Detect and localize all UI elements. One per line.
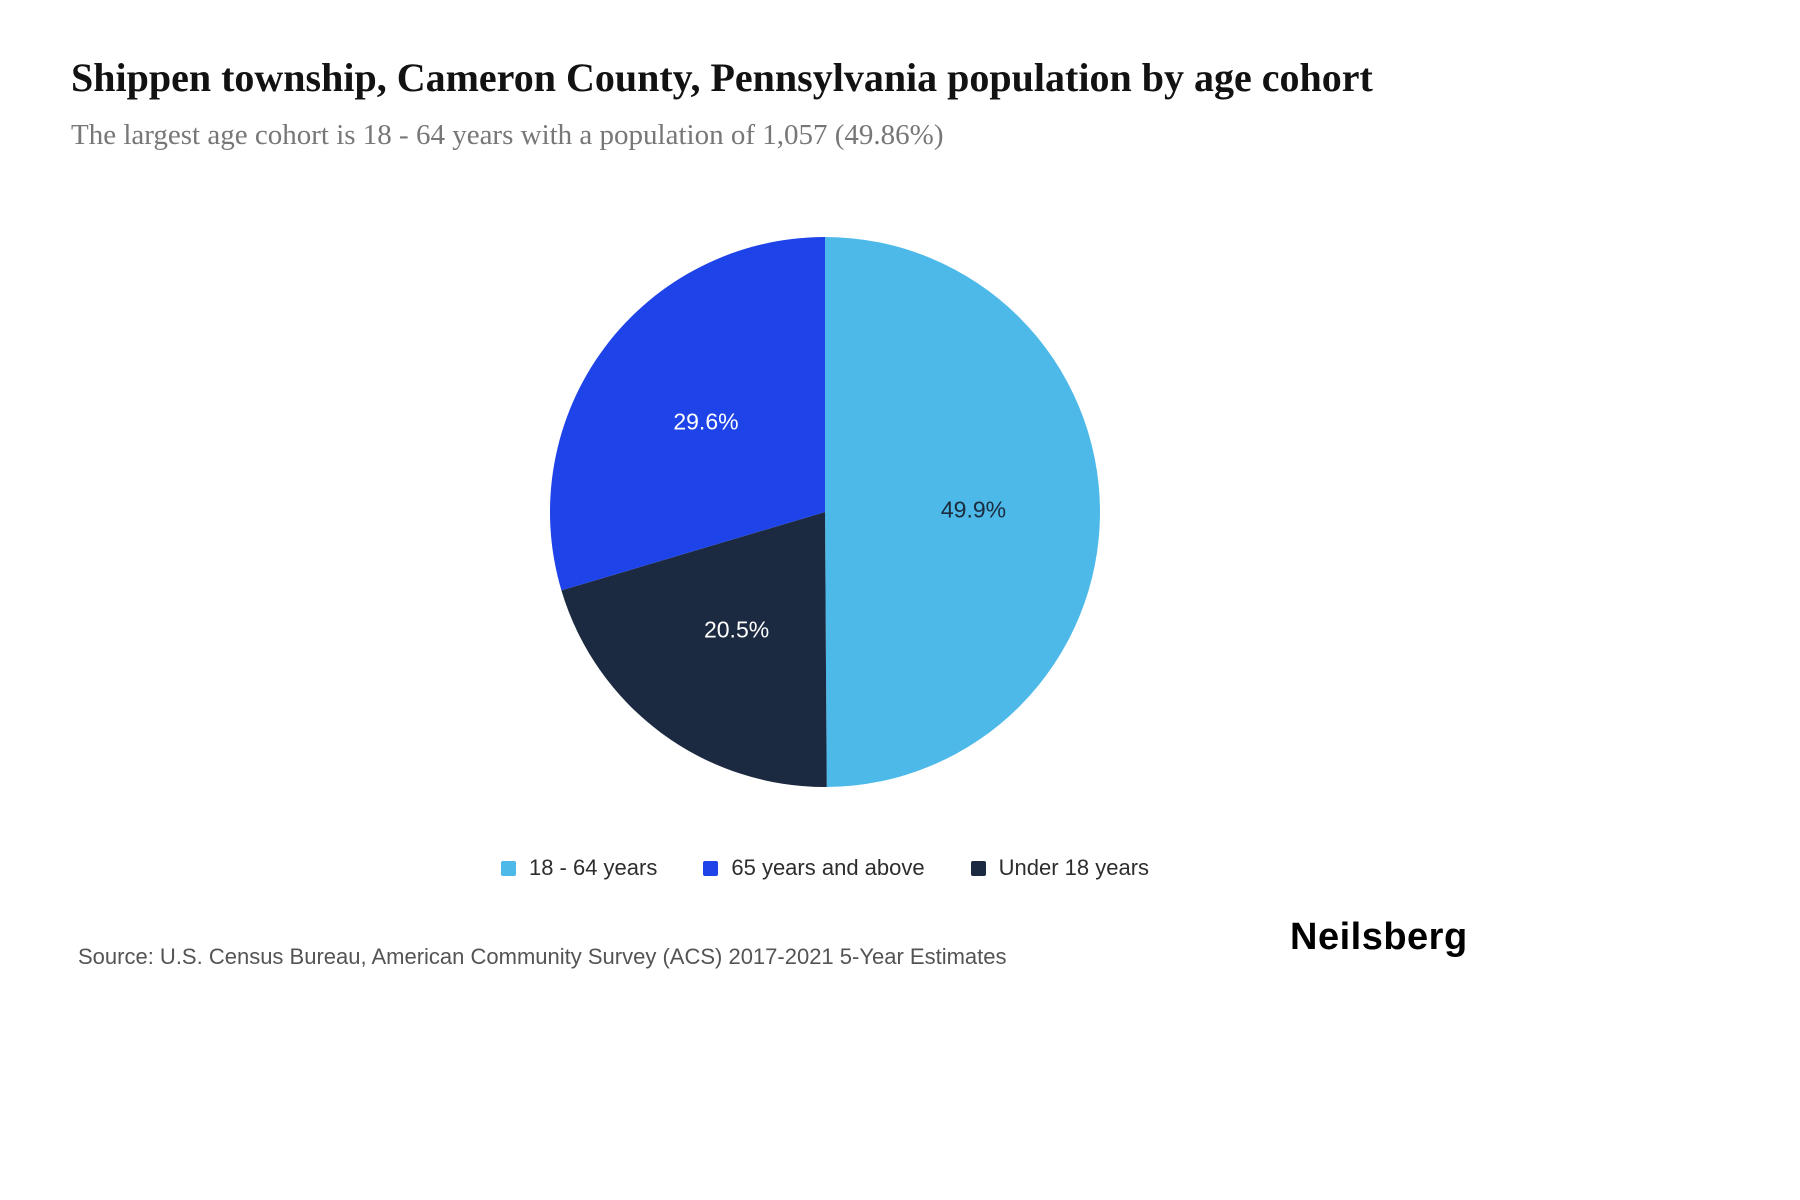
legend-item-18-64-years[interactable]: 18 - 64 years (500, 855, 658, 881)
legend-label: Under 18 years (998, 855, 1150, 880)
legend-swatch-65-years-and-above (703, 860, 719, 876)
pie-slice-65-years-and-above[interactable] (550, 237, 825, 591)
pie-chart-area: 49.9% 20.5% 29.6% (545, 232, 1105, 792)
source-attribution: Source: U.S. Census Bureau, American Com… (78, 944, 1007, 969)
slice-label-under-18-years: 20.5% (704, 616, 769, 642)
legend-swatch-under-18-years (970, 860, 986, 876)
legend-item-65-years-and-above[interactable]: 65 years and above (703, 855, 925, 881)
slice-label-18-64-years: 49.9% (941, 497, 1006, 523)
neilsberg-logo[interactable]: Neilsberg (1290, 916, 1468, 958)
legend-label: 18 - 64 years (528, 855, 658, 880)
legend: 18 - 64 years 65 years and above Under 18 … (0, 855, 1650, 881)
pie-slice-18-64-years[interactable] (825, 237, 1100, 787)
pie-chart: 49.9% 20.5% 29.6% (550, 237, 1100, 787)
page-title: Shippen township, Cameron County, Pennsy… (71, 55, 1373, 100)
legend-item-under-18-years[interactable]: Under 18 years (970, 855, 1150, 881)
page-subtitle: The largest age cohort is 18 - 64 years … (71, 119, 944, 151)
legend-label: 65 years and above (731, 855, 925, 880)
slice-label-65-years-and-above: 29.6% (673, 408, 738, 434)
legend-swatch-18-64-years (500, 860, 516, 876)
pie-slice-under-18-years[interactable] (561, 512, 827, 787)
